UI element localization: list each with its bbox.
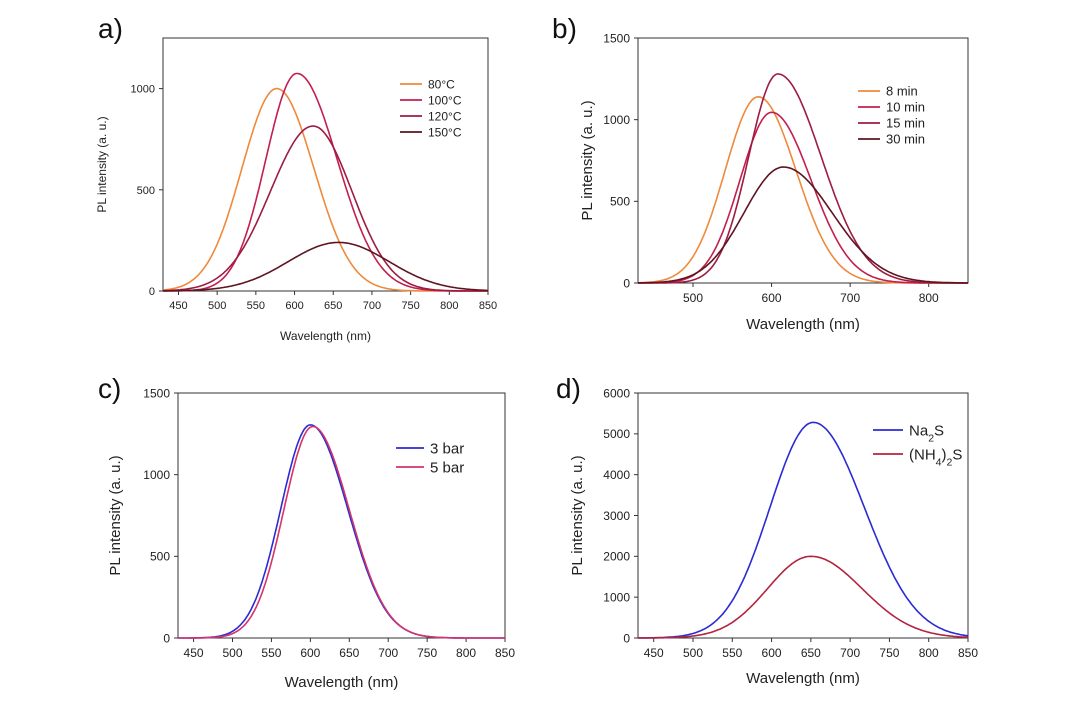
x-tick-label: 750 (879, 646, 899, 660)
axes-frame (637, 37, 969, 284)
legend-label: (NH4)2S (909, 446, 962, 468)
x-tick-label: 500 (683, 291, 703, 305)
series-line (638, 421, 969, 639)
x-tick-label: 800 (456, 646, 476, 660)
x-tick-label: 450 (169, 300, 187, 312)
legend-label: 10 min (886, 100, 925, 115)
y-tick-label: 5000 (603, 427, 630, 441)
y-tick-label: 500 (610, 195, 630, 209)
x-tick-label: 550 (261, 646, 281, 660)
panel-label: c) (98, 373, 121, 404)
y-tick-label: 2000 (603, 550, 630, 564)
x-tick-label: 700 (378, 646, 398, 660)
y-tick-label: 4000 (603, 468, 630, 482)
x-axis-label: Wavelength (nm) (285, 674, 399, 691)
legend-label: 8 min (886, 84, 918, 99)
panel-label: a) (98, 13, 123, 44)
x-tick-label: 500 (222, 646, 242, 660)
x-tick-label: 800 (919, 646, 939, 660)
series-line (638, 166, 968, 284)
x-tick-label: 700 (840, 646, 860, 660)
panel-d: d) 450 500 550 600 650 700 750 800 850 0 1000 2000 30… (556, 373, 978, 687)
x-tick-label: 550 (247, 300, 265, 312)
x-tick-label: 750 (417, 646, 437, 660)
axes-frame (177, 392, 506, 639)
y-tick-label: 0 (623, 631, 630, 645)
panel-b: b) 500 600 700 800 0 500 1000 1500 Wavelength (nm… (552, 13, 969, 333)
x-tick-label: 750 (401, 300, 419, 312)
x-tick-label: 550 (722, 646, 742, 660)
panel-a: a) 450 500 550 600 650 700 750 800 850 0 500 1000 Wav… (95, 13, 497, 343)
y-tick-label: 500 (150, 550, 170, 564)
x-tick-label: 700 (840, 291, 860, 305)
panel-c: c) 450 500 550 600 650 700 750 800 850 0 500 1000 150… (98, 373, 515, 691)
panel-label: b) (552, 13, 577, 44)
series-line (178, 425, 505, 639)
y-axis-label: PL intensity (a. u.) (579, 100, 596, 220)
x-tick-label: 850 (958, 646, 978, 660)
legend-label: 120°C (428, 109, 462, 123)
series-line (162, 125, 488, 292)
x-tick-label: 600 (285, 300, 303, 312)
x-tick-label: 500 (208, 300, 226, 312)
x-tick-label: 600 (300, 646, 320, 660)
y-axis-label: PL intensity (a. u.) (95, 116, 109, 212)
legend-label: 3 bar (430, 440, 464, 457)
y-tick-label: 3000 (603, 509, 630, 523)
y-tick-label: 1500 (603, 31, 630, 45)
y-axis-label: PL intensity (a. u.) (107, 455, 124, 575)
x-tick-label: 500 (683, 646, 703, 660)
legend-label: 80°C (428, 77, 455, 91)
x-axis-label: Wavelength (nm) (746, 316, 860, 333)
x-tick-label: 450 (644, 646, 664, 660)
y-tick-label: 500 (137, 185, 155, 197)
x-tick-label: 650 (324, 300, 342, 312)
x-tick-label: 850 (495, 646, 515, 660)
series-line (638, 73, 968, 284)
series-line (638, 555, 969, 639)
panel-label: d) (556, 373, 581, 404)
legend-label: 150°C (428, 125, 462, 139)
y-tick-label: 1000 (131, 84, 155, 96)
x-tick-label: 800 (440, 300, 458, 312)
legend-label: 100°C (428, 93, 462, 107)
y-tick-label: 1000 (603, 590, 630, 604)
y-tick-label: 0 (623, 276, 630, 290)
y-tick-label: 1000 (143, 468, 170, 482)
series-line (163, 241, 488, 292)
axes-frame (162, 37, 489, 292)
y-axis-label: PL intensity (a. u.) (569, 455, 586, 575)
y-tick-label: 1000 (603, 113, 630, 127)
x-axis-label: Wavelength (nm) (280, 329, 371, 343)
x-tick-label: 800 (919, 291, 939, 305)
legend-label: 5 bar (430, 459, 464, 476)
legend-label: Na2S (909, 422, 944, 444)
x-tick-label: 450 (184, 646, 204, 660)
x-tick-label: 600 (762, 291, 782, 305)
x-axis-label: Wavelength (nm) (746, 670, 860, 687)
x-tick-label: 600 (762, 646, 782, 660)
y-tick-label: 0 (149, 286, 155, 298)
legend-label: 30 min (886, 132, 925, 147)
x-tick-label: 850 (479, 300, 497, 312)
y-tick-label: 1500 (143, 386, 170, 400)
x-tick-label: 650 (339, 646, 359, 660)
y-tick-label: 6000 (603, 386, 630, 400)
legend-label: 15 min (886, 116, 925, 131)
y-tick-label: 0 (163, 631, 170, 645)
x-tick-label: 650 (801, 646, 821, 660)
x-tick-label: 700 (363, 300, 381, 312)
